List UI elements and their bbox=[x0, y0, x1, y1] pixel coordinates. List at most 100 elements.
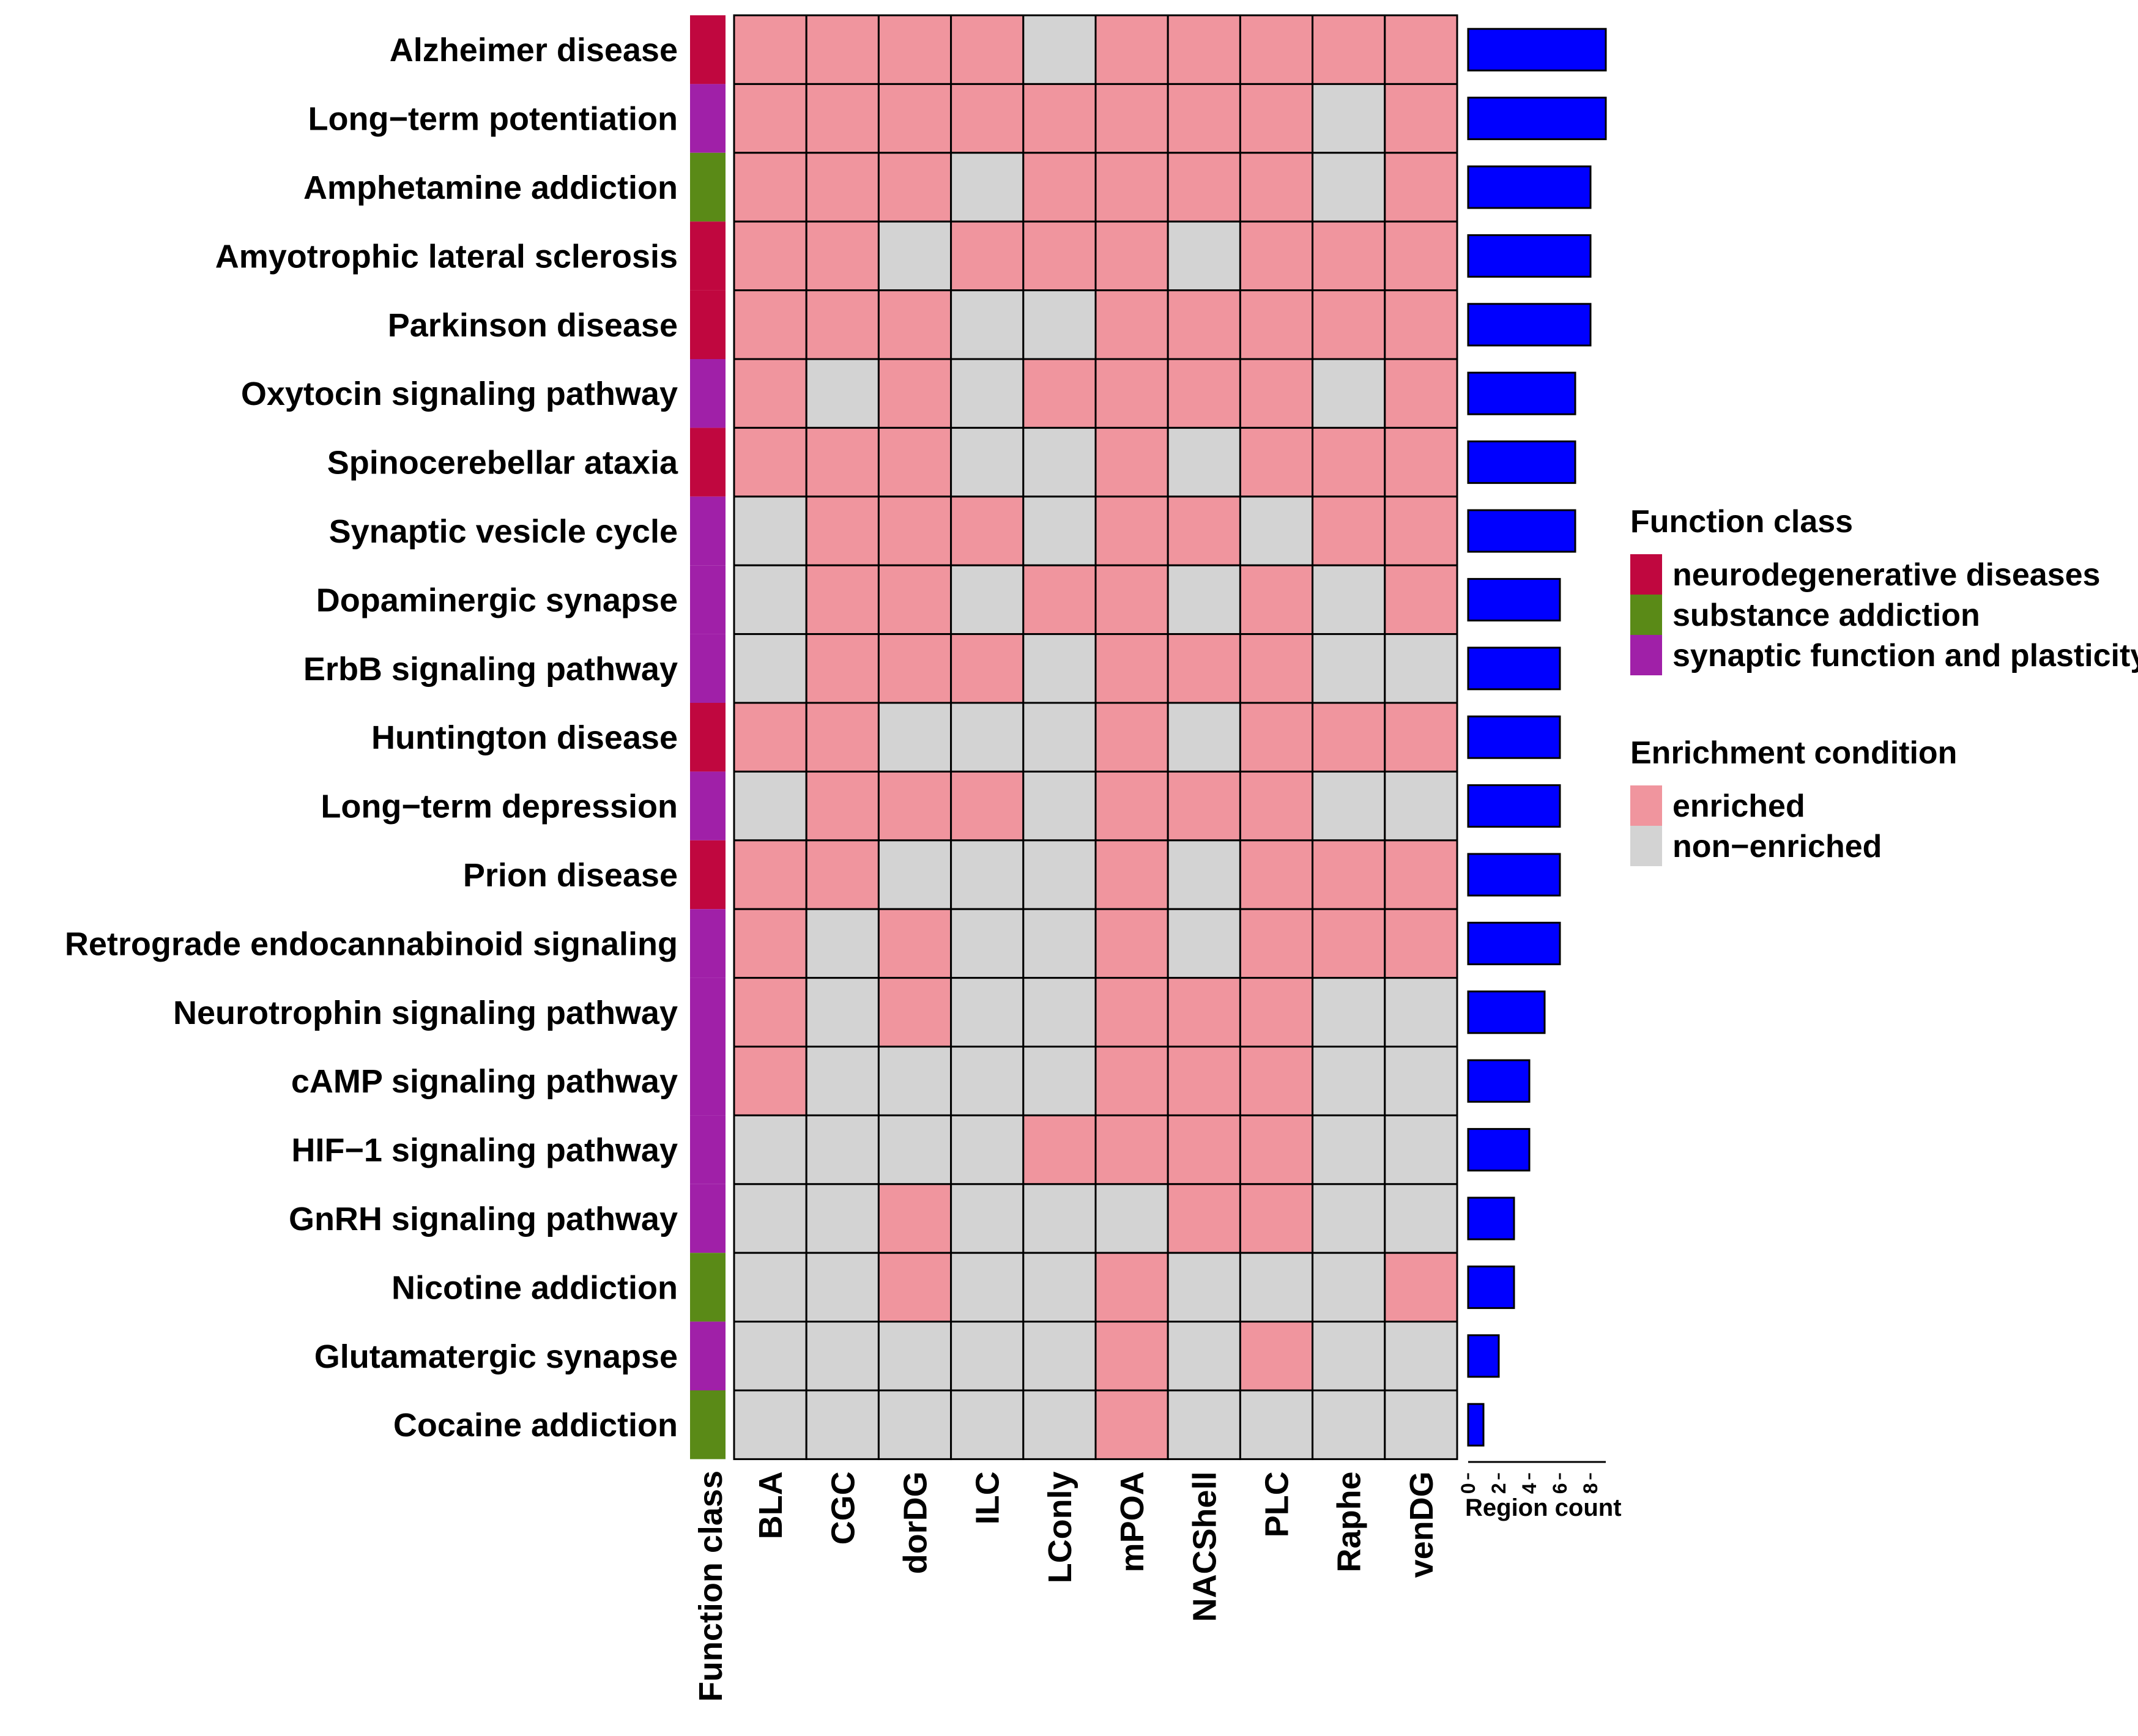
heat-cell-spinocerebellar-ataxia-nacshell bbox=[1167, 426, 1241, 498]
bar-gnrh-signaling-pathway bbox=[1467, 1196, 1515, 1241]
heat-cell-long-term-depression-raphe bbox=[1312, 770, 1386, 842]
heat-cell-cocaine-addiction-cgc bbox=[805, 1389, 880, 1460]
heat-cell-erbb-signaling-pathway-plc bbox=[1239, 633, 1314, 704]
heat-cell-oxytocin-signaling-pathway-plc bbox=[1239, 358, 1314, 429]
heat-cell-huntington-disease-vendg bbox=[1384, 702, 1458, 773]
function-class-legend-label-neurodegenerative-diseases: neurodegenerative diseases bbox=[1672, 557, 2100, 593]
row-label-camp-signaling-pathway: cAMP signaling pathway bbox=[291, 1063, 678, 1100]
heat-cell-parkinson-disease-dordg bbox=[877, 289, 952, 360]
row-label-alzheimer-disease: Alzheimer disease bbox=[390, 32, 678, 69]
heat-cell-prion-disease-lconly bbox=[1022, 839, 1097, 910]
col-label-vendg: venDG bbox=[1403, 1471, 1440, 1578]
heat-cell-long-term-depression-mpoa bbox=[1094, 770, 1169, 842]
heat-cell-camp-signaling-pathway-mpoa bbox=[1094, 1045, 1169, 1116]
heat-cell-erbb-signaling-pathway-lconly bbox=[1022, 633, 1097, 704]
class-cell-camp-signaling-pathway bbox=[690, 1047, 726, 1116]
heat-cell-oxytocin-signaling-pathway-bla bbox=[733, 358, 807, 429]
heat-cell-gnrh-signaling-pathway-lconly bbox=[1022, 1183, 1097, 1254]
class-cell-prion-disease bbox=[690, 840, 726, 910]
class-cell-cocaine-addiction bbox=[690, 1390, 726, 1460]
heat-cell-erbb-signaling-pathway-bla bbox=[733, 633, 807, 704]
bar-prion-disease bbox=[1467, 853, 1561, 897]
heat-cell-gnrh-signaling-pathway-cgc bbox=[805, 1183, 880, 1254]
enrichment-legend-label-non-enriched: non−enriched bbox=[1672, 829, 1882, 864]
heat-cell-amyotrophic-lateral-sclerosis-vendg bbox=[1384, 220, 1458, 292]
heat-cell-dopaminergic-synapse-raphe bbox=[1312, 564, 1386, 636]
heat-cell-amyotrophic-lateral-sclerosis-nacshell bbox=[1167, 220, 1241, 292]
heat-cell-long-term-depression-bla bbox=[733, 770, 807, 842]
function-class-legend-swatch-neurodegenerative-diseases bbox=[1630, 554, 1662, 595]
row-label-synaptic-vesicle-cycle: Synaptic vesicle cycle bbox=[329, 513, 678, 550]
heat-cell-dopaminergic-synapse-plc bbox=[1239, 564, 1314, 636]
bar-huntington-disease bbox=[1467, 715, 1561, 759]
heat-cell-camp-signaling-pathway-bla bbox=[733, 1045, 807, 1116]
bar-glutamatergic-synapse bbox=[1467, 1334, 1500, 1378]
row-labels: Alzheimer disease Long−term potentiation A… bbox=[65, 32, 678, 1444]
heat-cell-prion-disease-plc bbox=[1239, 839, 1314, 910]
heat-cell-dopaminergic-synapse-cgc bbox=[805, 564, 880, 636]
function-class-legend-title: Function class bbox=[1630, 504, 1853, 540]
heat-cell-spinocerebellar-ataxia-plc bbox=[1239, 426, 1314, 498]
bar-neurotrophin-signaling-pathway bbox=[1467, 990, 1546, 1034]
heat-cell-spinocerebellar-ataxia-lconly bbox=[1022, 426, 1097, 498]
heat-cell-synaptic-vesicle-cycle-dordg bbox=[877, 495, 952, 566]
heat-cell-prion-disease-dordg bbox=[877, 839, 952, 910]
heat-cell-amphetamine-addiction-ilc bbox=[950, 152, 1025, 223]
heat-cell-long-term-potentiation-dordg bbox=[877, 83, 952, 154]
col-label-lconly: LConly bbox=[1042, 1471, 1078, 1583]
heat-cell-gnrh-signaling-pathway-raphe bbox=[1312, 1183, 1386, 1254]
heat-cell-gnrh-signaling-pathway-vendg bbox=[1384, 1183, 1458, 1254]
col-label-plc: PLC bbox=[1259, 1471, 1296, 1537]
heat-cell-huntington-disease-dordg bbox=[877, 702, 952, 773]
heat-cell-alzheimer-disease-bla bbox=[733, 14, 807, 85]
heat-cell-amyotrophic-lateral-sclerosis-mpoa bbox=[1094, 220, 1169, 292]
heat-cell-parkinson-disease-bla bbox=[733, 289, 807, 360]
heat-cell-amyotrophic-lateral-sclerosis-dordg bbox=[877, 220, 952, 292]
heat-cell-camp-signaling-pathway-ilc bbox=[950, 1045, 1025, 1116]
heat-cell-long-term-depression-lconly bbox=[1022, 770, 1097, 842]
row-label-nicotine-addiction: Nicotine addiction bbox=[392, 1269, 678, 1306]
heat-cell-oxytocin-signaling-pathway-mpoa bbox=[1094, 358, 1169, 429]
heat-cell-synaptic-vesicle-cycle-cgc bbox=[805, 495, 880, 566]
heat-cell-amphetamine-addiction-plc bbox=[1239, 152, 1314, 223]
heat-cell-cocaine-addiction-nacshell bbox=[1167, 1389, 1241, 1460]
heat-cell-neurotrophin-signaling-pathway-raphe bbox=[1312, 977, 1386, 1048]
heat-cell-cocaine-addiction-plc bbox=[1239, 1389, 1314, 1460]
heat-cell-hif-1-signaling-pathway-mpoa bbox=[1094, 1114, 1169, 1185]
heat-cell-erbb-signaling-pathway-ilc bbox=[950, 633, 1025, 704]
heat-cell-amyotrophic-lateral-sclerosis-lconly bbox=[1022, 220, 1097, 292]
heat-cell-glutamatergic-synapse-bla bbox=[733, 1321, 807, 1392]
row-label-retrograde-endocannabinoid-signaling: Retrograde endocannabinoid signaling bbox=[65, 925, 678, 962]
heat-cell-long-term-potentiation-raphe bbox=[1312, 83, 1386, 154]
heat-cell-cocaine-addiction-mpoa bbox=[1094, 1389, 1169, 1460]
heat-cell-alzheimer-disease-lconly bbox=[1022, 14, 1097, 85]
row-label-gnrh-signaling-pathway: GnRH signaling pathway bbox=[289, 1201, 678, 1237]
bar-hif-1-signaling-pathway bbox=[1467, 1128, 1531, 1172]
heat-cell-huntington-disease-plc bbox=[1239, 702, 1314, 773]
heat-cell-amphetamine-addiction-dordg bbox=[877, 152, 952, 223]
row-label-amyotrophic-lateral-sclerosis: Amyotrophic lateral sclerosis bbox=[215, 238, 678, 275]
heat-cell-neurotrophin-signaling-pathway-dordg bbox=[877, 977, 952, 1048]
heat-cell-huntington-disease-ilc bbox=[950, 702, 1025, 773]
bar-oxytocin-signaling-pathway bbox=[1467, 371, 1576, 415]
heat-cell-long-term-potentiation-ilc bbox=[950, 83, 1025, 154]
heat-cell-synaptic-vesicle-cycle-plc bbox=[1239, 495, 1314, 566]
class-cell-dopaminergic-synapse bbox=[690, 565, 726, 634]
heat-cell-gnrh-signaling-pathway-ilc bbox=[950, 1183, 1025, 1254]
row-label-spinocerebellar-ataxia: Spinocerebellar ataxia bbox=[327, 445, 678, 481]
heat-cell-dopaminergic-synapse-mpoa bbox=[1094, 564, 1169, 636]
heat-cell-prion-disease-nacshell bbox=[1167, 839, 1241, 910]
heat-cell-neurotrophin-signaling-pathway-cgc bbox=[805, 977, 880, 1048]
bar-camp-signaling-pathway bbox=[1467, 1059, 1531, 1103]
heat-cell-hif-1-signaling-pathway-bla bbox=[733, 1114, 807, 1185]
heat-cell-nicotine-addiction-nacshell bbox=[1167, 1252, 1241, 1323]
heat-cell-amyotrophic-lateral-sclerosis-raphe bbox=[1312, 220, 1386, 292]
heat-cell-synaptic-vesicle-cycle-mpoa bbox=[1094, 495, 1169, 566]
heat-cell-hif-1-signaling-pathway-plc bbox=[1239, 1114, 1314, 1185]
heat-cell-parkinson-disease-lconly bbox=[1022, 289, 1097, 360]
heat-cell-retrograde-endocannabinoid-signaling-dordg bbox=[877, 908, 952, 979]
class-cell-erbb-signaling-pathway bbox=[690, 634, 726, 703]
row-label-glutamatergic-synapse: Glutamatergic synapse bbox=[314, 1338, 678, 1375]
heat-cell-oxytocin-signaling-pathway-vendg bbox=[1384, 358, 1458, 429]
heat-cell-erbb-signaling-pathway-vendg bbox=[1384, 633, 1458, 704]
